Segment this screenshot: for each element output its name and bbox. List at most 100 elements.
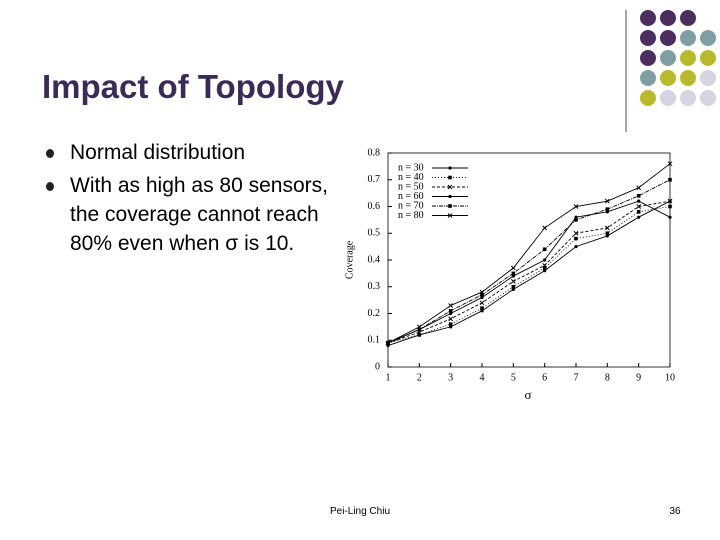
legend-marker xyxy=(448,194,452,199)
point xyxy=(605,207,610,211)
x-tick-label: 3 xyxy=(448,372,453,383)
point xyxy=(604,225,610,231)
dots xyxy=(640,10,716,106)
point xyxy=(574,236,578,241)
y-tick-label: 0.4 xyxy=(368,254,381,265)
x-tick-label: 8 xyxy=(605,372,610,383)
x-tick-label: 10 xyxy=(665,372,675,383)
legend-marker xyxy=(447,184,453,190)
page-number: 36 xyxy=(669,506,681,517)
point xyxy=(480,309,484,313)
x-tick-label: 7 xyxy=(574,372,579,383)
point xyxy=(449,325,453,329)
point xyxy=(542,225,548,231)
point xyxy=(543,258,547,262)
x-tick-label: 9 xyxy=(636,372,641,383)
footer-author: Pei-Ling Chiu xyxy=(329,506,391,517)
y-axis-label: Coverage xyxy=(344,240,355,279)
legend-label: n = 30 xyxy=(398,162,424,173)
chart: Coverage σ 0 0.1 0.2 0.3 0.4 0.5 0.6 0.7 0.8 1 2 3 4… xyxy=(344,147,675,402)
legend-label: n = 50 xyxy=(398,181,424,192)
point xyxy=(668,177,672,182)
point xyxy=(448,303,454,308)
point xyxy=(511,274,515,278)
point xyxy=(480,306,484,310)
point xyxy=(605,234,609,238)
series-line xyxy=(387,200,671,344)
x-tick-label: 1 xyxy=(386,372,391,383)
x-tick-label: 6 xyxy=(542,372,547,383)
bullet: Normal distribution xyxy=(42,138,332,167)
point xyxy=(573,204,579,209)
legend-marker xyxy=(448,175,452,180)
point xyxy=(417,333,422,337)
point xyxy=(668,215,672,219)
point xyxy=(510,265,516,271)
point xyxy=(386,344,390,348)
bullet: With as high as 80 sensors, the coverage… xyxy=(42,171,332,258)
point xyxy=(449,311,453,316)
point xyxy=(511,284,516,289)
x-tick-label: 4 xyxy=(480,372,485,383)
series-line xyxy=(387,200,671,347)
point xyxy=(542,247,547,252)
legend-label: n = 80 xyxy=(398,210,424,221)
point xyxy=(385,340,391,346)
point xyxy=(637,199,641,203)
series-line xyxy=(387,206,671,344)
point xyxy=(448,316,454,322)
x-axis-label: σ xyxy=(524,387,531,402)
slide-title: Impact of Topology xyxy=(42,68,344,105)
point xyxy=(542,262,548,268)
point xyxy=(636,194,641,198)
point xyxy=(574,218,578,222)
y-tick-label: 0.3 xyxy=(368,281,381,292)
point xyxy=(448,322,453,326)
y-tick-label: 0.6 xyxy=(368,201,381,212)
y-tick-label: 0.5 xyxy=(368,228,381,239)
point xyxy=(417,327,422,332)
point xyxy=(604,198,610,204)
point xyxy=(605,210,609,214)
y-tick-label: 0.8 xyxy=(368,147,381,158)
point xyxy=(543,269,547,273)
point xyxy=(636,210,641,214)
point xyxy=(636,204,642,209)
y-tick-label: 0 xyxy=(375,361,380,372)
point xyxy=(542,266,547,270)
legend-label: n = 70 xyxy=(398,200,424,211)
point xyxy=(511,287,515,292)
legend-marker xyxy=(448,204,452,208)
point xyxy=(511,271,516,276)
bullet-list: Normal distribution With as high as 80 s… xyxy=(42,138,332,262)
x-tick-label: 5 xyxy=(511,372,516,383)
plot-frame xyxy=(387,152,671,368)
point xyxy=(668,204,672,209)
point xyxy=(573,230,579,236)
point xyxy=(574,215,578,219)
x-tick-label: 2 xyxy=(417,372,422,383)
y-tick-label: 0.2 xyxy=(368,308,381,319)
point xyxy=(479,289,485,295)
point xyxy=(479,300,485,306)
point xyxy=(510,279,516,284)
series-line xyxy=(387,163,671,344)
point xyxy=(636,185,642,191)
legend-label: n = 40 xyxy=(398,172,424,183)
legend-marker xyxy=(447,213,453,218)
point xyxy=(448,309,453,313)
y-tick-label: 0.1 xyxy=(368,335,381,346)
point xyxy=(667,198,673,204)
point xyxy=(637,215,641,219)
legend-label: n = 60 xyxy=(398,191,424,202)
point xyxy=(667,161,673,167)
legend-marker xyxy=(448,166,452,170)
series-line xyxy=(387,179,671,344)
point xyxy=(574,245,578,249)
point xyxy=(480,295,484,300)
point xyxy=(416,324,422,330)
point xyxy=(605,231,610,236)
series-line xyxy=(387,200,671,344)
